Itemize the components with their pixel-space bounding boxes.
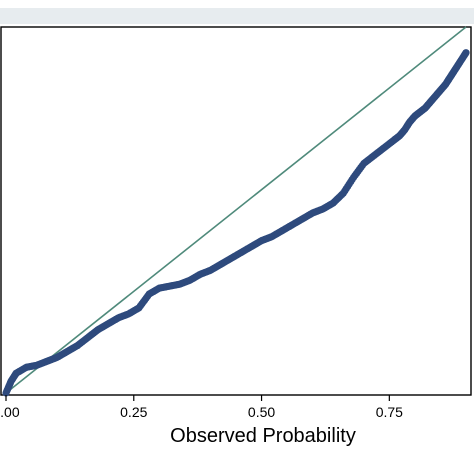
chart-header-band (0, 8, 474, 24)
x-tick-label: 0.75 (376, 404, 403, 420)
points-layer (2, 49, 470, 397)
x-tick-label: 0.00 (0, 404, 20, 420)
data-point (462, 49, 470, 57)
reference-line (5, 26, 467, 394)
x-axis-ticks: 0.00 0.25 0.50 0.75 (0, 395, 403, 420)
x-axis-label: Observed Probability (170, 425, 356, 447)
reference-line-layer (5, 26, 467, 394)
x-tick-label: 0.25 (120, 404, 147, 420)
x-tick-label: 0.50 (248, 404, 275, 420)
plot-frame (0, 26, 472, 396)
